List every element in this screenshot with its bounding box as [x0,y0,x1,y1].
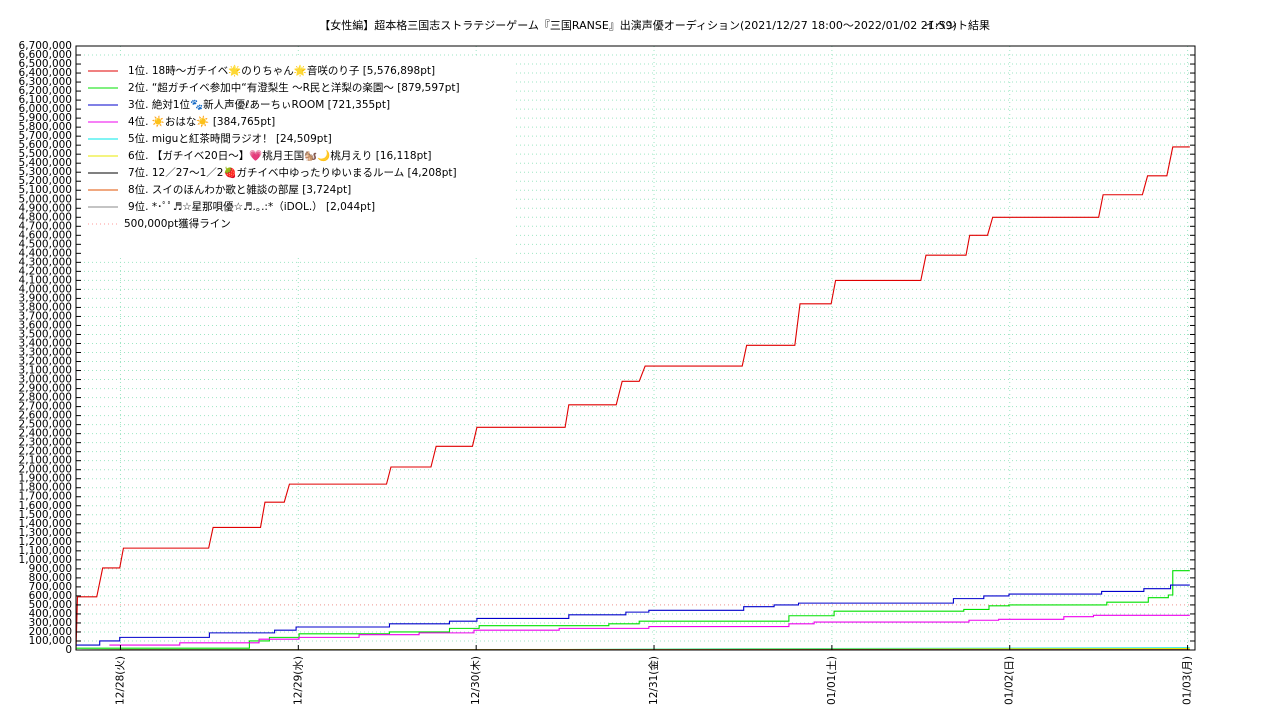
y-tick-label: 2,500,000 [19,419,72,431]
y-tick-label: 4,000,000 [19,283,72,295]
y-tick-label: 2,900,000 [19,383,72,395]
y-tick-label: 1,200,000 [19,536,72,548]
legend: 1位. 18時〜ガチイベ🌟のりちゃん🌟音咲のり子 [5,576,898pt] 2位… [78,58,515,256]
y-tick-label: 4,500,000 [19,238,72,250]
y-tick-label: 3,400,000 [19,337,72,349]
y-tick-label: 900,000 [29,563,72,575]
y-tick-label: 5,200,000 [19,175,72,187]
y-tick-label: 4,900,000 [19,202,72,214]
series-line [76,584,1190,646]
legend-box [78,58,515,256]
legend-label: 4位. ☀️おはな☀️ [384,765pt] [128,115,275,128]
y-tick-label: 1,700,000 [19,491,72,503]
y-tick-label: 2,300,000 [19,437,72,449]
y-tick-label: 600,000 [29,590,72,602]
y-tick-label: 400,000 [29,608,72,620]
y-tick-label: 3,000,000 [19,374,72,386]
y-tick-label: 1,300,000 [19,527,72,539]
y-tick-label: 2,200,000 [19,446,72,458]
y-tick-label: 5,700,000 [19,130,72,142]
y-tick-label: 2,800,000 [19,392,72,404]
y-tick-label: 700,000 [29,581,72,593]
y-tick-label: 5,600,000 [19,139,72,151]
chart-subtitle: イベント結果 [924,18,990,32]
y-tick-label: 4,600,000 [19,229,72,241]
legend-label: 1位. 18時〜ガチイベ🌟のりちゃん🌟音咲のり子 [5,576,898pt] [128,64,435,77]
y-tick-label: 5,800,000 [19,121,72,133]
y-tick-label: 6,500,000 [19,58,72,70]
y-tick-label: 5,400,000 [19,157,72,169]
y-tick-label: 800,000 [29,572,72,584]
legend-label: 3位. 絶対1位🐾新人声優ℓあーちぃROOM [721,355pt] [128,98,390,111]
y-tick-label: 1,100,000 [19,545,72,557]
plot-frame [75,45,1196,651]
legend-label: 5位. miguと紅茶時間ラジオ！ [24,509pt] [128,132,332,145]
x-tick-label: 12/30(木) [470,656,482,705]
y-tick-label: 5,000,000 [19,193,72,205]
y-tick-label: 2,100,000 [19,455,72,467]
y-tick-label: 5,500,000 [19,148,72,160]
legend-label: 8位. スイのほんわか歌と雑談の部屋 [3,724pt] [128,183,351,196]
y-tick-label: 1,900,000 [19,473,72,485]
y-tick-label: 4,200,000 [19,265,72,277]
y-tick-label: 2,000,000 [19,464,72,476]
y-tick-label: 3,900,000 [19,292,72,304]
legend-label: 500,000pt獲得ライン [124,217,231,230]
y-tick-label: 3,600,000 [19,319,72,331]
y-tick-label: 500,000 [29,599,72,611]
y-tick-label: 6,000,000 [19,103,72,115]
y-tick-label: 1,600,000 [19,500,72,512]
series-line [75,146,1190,651]
y-tick-label: 4,400,000 [19,247,72,259]
y-tick-label: 3,700,000 [19,310,72,322]
x-tick-label: 01/01(土) [825,656,838,705]
legend-label: 2位. “超ガチイベ参加中“有澄梨生 〜R民と洋梨の楽園〜 [879,597pt… [128,81,460,94]
legend-label: 7位. 12／27〜1／2🍓ガチイベ中ゆったりゆいまるルーム [4,208pt] [128,166,457,179]
y-tick-label: 6,700,000 [19,40,72,52]
x-tick-label: 01/03(月) [1182,656,1194,705]
y-tick-label: 6,200,000 [19,85,72,97]
y-tick-label: 2,600,000 [19,410,72,422]
y-tick-label: 100,000 [29,635,72,647]
y-tick-label: 3,300,000 [19,347,72,359]
y-tick-label: 4,100,000 [19,274,72,286]
series-line [76,570,1190,649]
legend-label: 9位. *･ﾟﾟ♬☆星那唄優☆♬.｡.:*（iDOL.） [2,044pt] [128,200,375,213]
series-line [109,614,1190,646]
y-tick-label: 5,900,000 [19,112,72,124]
y-tick-label: 3,500,000 [19,328,72,340]
y-tick-label: 3,800,000 [19,301,72,313]
y-tick-label: 0 [65,644,72,656]
y-tick-label: 5,300,000 [19,166,72,178]
x-tick-label: 12/31(金) [647,656,660,705]
y-tick-label: 2,700,000 [19,401,72,413]
y-tick-label: 1,000,000 [19,554,72,566]
y-tick-label: 4,800,000 [19,211,72,223]
y-tick-label: 3,200,000 [19,356,72,368]
y-tick-label: 300,000 [29,617,72,629]
chart-title: 【女性編】超本格三国志ストラテジーゲーム『三国RANSE』出演声優オーディション… [319,18,957,32]
y-tick-label: 6,400,000 [19,67,72,79]
y-tick-label: 1,500,000 [19,509,72,521]
y-tick-label: 4,300,000 [19,256,72,268]
y-tick-label: 5,100,000 [19,184,72,196]
y-tick-label: 6,100,000 [19,94,72,106]
y-tick-label: 2,400,000 [19,428,72,440]
y-tick-label: 6,300,000 [19,76,72,88]
y-tick-label: 1,800,000 [19,482,72,494]
axes: 0100,000200,000300,000400,000500,000600,… [19,40,1196,705]
x-tick-label: 12/28(火) [114,656,126,705]
y-tick-label: 3,100,000 [19,365,72,377]
y-tick-label: 6,600,000 [19,49,72,61]
y-tick-label: 200,000 [29,626,72,638]
x-tick-label: 01/02(日) [1004,656,1016,705]
y-tick-label: 4,700,000 [19,220,72,232]
legend-label: 6位. 【ガチイベ20日〜】💗桃月王国🐿️🌙桃月えり [16,118pt] [128,149,432,162]
x-tick-label: 12/29(水) [292,656,304,705]
y-tick-label: 1,400,000 [19,518,72,530]
